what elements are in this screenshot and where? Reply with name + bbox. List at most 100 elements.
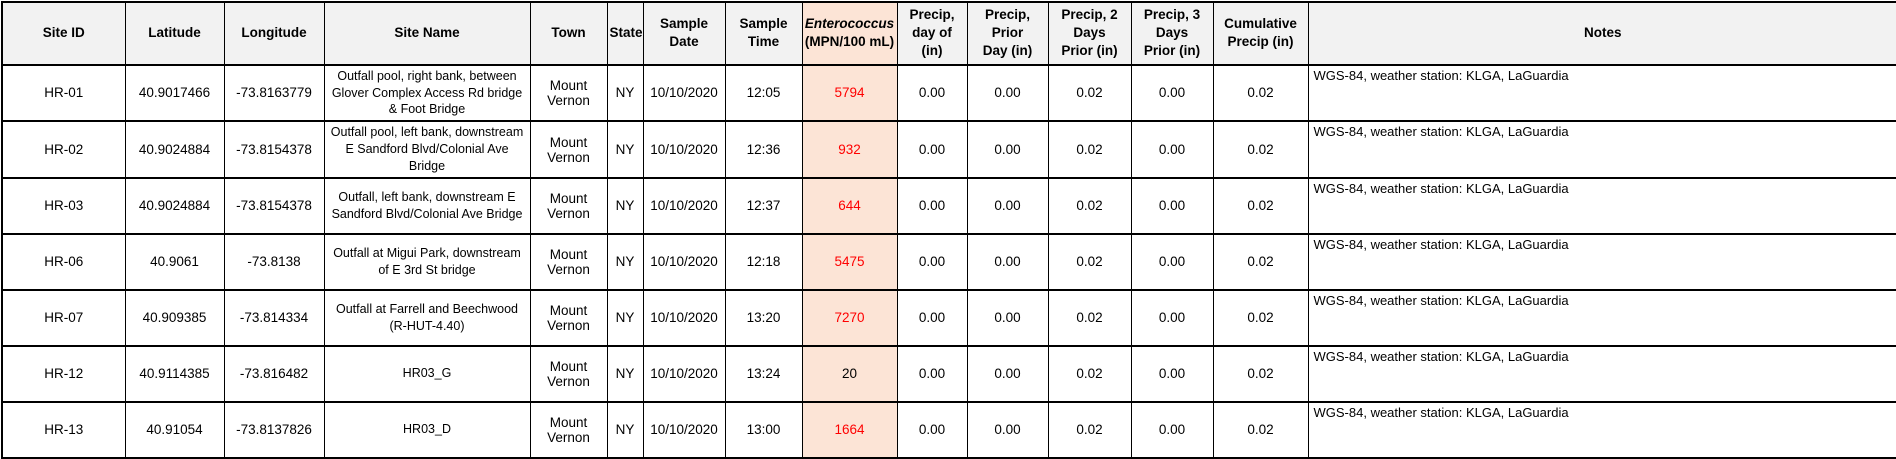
precip-3-days-label-line1: Precip, 3 Days [1143, 7, 1201, 41]
precip-day-of-label-line2: (in) [921, 43, 943, 59]
cell-state: NY [606, 344, 644, 403]
col-header-precip-3-days-prior: Precip, 3 Days Prior (in) [1130, 1, 1214, 66]
table-row: HR-12 40.9114385 -73.816482 HR03_G Mount… [1, 344, 1896, 403]
cell-site-id: HR-06 [1, 232, 126, 291]
cell-cumulative-precip: 0.02 [1212, 176, 1309, 235]
cell-site-id: HR-07 [1, 288, 126, 347]
table-row: HR-02 40.9024884 -73.8154378 Outfall poo… [1, 120, 1896, 179]
col-header-cumulative-precip: Cumulative Precip (in) [1212, 1, 1309, 66]
cell-precip-3-days-prior: 0.00 [1130, 400, 1214, 459]
cell-notes: WGS-84, weather station: KLGA, LaGuardia [1307, 63, 1896, 123]
cumulative-precip-label-line2: Precip (in) [1227, 34, 1294, 50]
cell-town: Mount Vernon [529, 400, 608, 459]
col-header-precip-day-of: Precip, day of (in) [896, 1, 968, 66]
cell-town: Mount Vernon [529, 120, 608, 179]
cell-longitude: -73.816482 [223, 344, 325, 403]
cell-sample-time: 12:36 [724, 120, 803, 179]
cell-precip-day-of: 0.00 [896, 120, 968, 179]
cell-enterococcus: 644 [801, 176, 898, 235]
table-row: HR-03 40.9024884 -73.8154378 Outfall, le… [1, 176, 1896, 235]
cell-precip-day-of: 0.00 [896, 344, 968, 403]
cell-notes: WGS-84, weather station: KLGA, LaGuardia [1307, 232, 1896, 291]
cell-latitude: 40.9024884 [124, 120, 225, 179]
cell-sample-date: 10/10/2020 [642, 120, 726, 179]
cell-enterococcus: 5794 [801, 63, 898, 123]
cell-sample-time: 12:18 [724, 232, 803, 291]
col-header-town: Town [529, 1, 608, 66]
cell-enterococcus: 7270 [801, 288, 898, 347]
cell-precip-2-days-prior: 0.02 [1047, 176, 1132, 235]
cell-town: Mount Vernon [529, 176, 608, 235]
cell-cumulative-precip: 0.02 [1212, 288, 1309, 347]
cell-notes: WGS-84, weather station: KLGA, LaGuardia [1307, 400, 1896, 459]
cell-longitude: -73.8154378 [223, 120, 325, 179]
precip-day-of-label-line1: Precip, day of [909, 7, 955, 41]
cell-precip-day-of: 0.00 [896, 400, 968, 459]
col-header-site-id: Site ID [1, 1, 126, 66]
cell-precip-2-days-prior: 0.02 [1047, 120, 1132, 179]
cell-precip-3-days-prior: 0.00 [1130, 176, 1214, 235]
cell-cumulative-precip: 0.02 [1212, 63, 1309, 123]
cell-site-name: Outfall pool, left bank, downstream E Sa… [323, 120, 531, 179]
cell-latitude: 40.91054 [124, 400, 225, 459]
cell-notes: WGS-84, weather station: KLGA, LaGuardia [1307, 344, 1896, 403]
cell-precip-3-days-prior: 0.00 [1130, 288, 1214, 347]
cell-precip-day-of: 0.00 [896, 176, 968, 235]
cell-latitude: 40.9114385 [124, 344, 225, 403]
enterococcus-label: Enterococcus [804, 16, 895, 32]
cell-enterococcus: 932 [801, 120, 898, 179]
cell-sample-date: 10/10/2020 [642, 63, 726, 123]
cell-site-id: HR-03 [1, 176, 126, 235]
cell-precip-3-days-prior: 0.00 [1130, 120, 1214, 179]
cell-town: Mount Vernon [529, 232, 608, 291]
cell-precip-3-days-prior: 0.00 [1130, 63, 1214, 123]
col-header-precip-prior-day: Precip, Prior Day (in) [966, 1, 1049, 66]
cell-cumulative-precip: 0.02 [1212, 400, 1309, 459]
cell-site-name: HR03_D [323, 400, 531, 459]
cell-precip-prior-day: 0.00 [966, 400, 1049, 459]
precip-3-days-label-line2: Prior (in) [1143, 43, 1201, 59]
table-row: HR-06 40.9061 -73.8138 Outfall at Migui … [1, 232, 1896, 291]
cell-town: Mount Vernon [529, 288, 608, 347]
cell-state: NY [606, 232, 644, 291]
cell-state: NY [606, 63, 644, 123]
cell-town: Mount Vernon [529, 63, 608, 123]
cell-sample-date: 10/10/2020 [642, 232, 726, 291]
cell-longitude: -73.8138 [223, 232, 325, 291]
cell-site-name: HR03_G [323, 344, 531, 403]
cell-precip-2-days-prior: 0.02 [1047, 400, 1132, 459]
cell-state: NY [606, 176, 644, 235]
header-row: Site ID Latitude Longitude Site Name Tow… [1, 1, 1896, 66]
cell-sample-date: 10/10/2020 [642, 288, 726, 347]
cell-latitude: 40.9061 [124, 232, 225, 291]
col-header-sample-date: Sample Date [642, 1, 726, 66]
cell-notes: WGS-84, weather station: KLGA, LaGuardia [1307, 120, 1896, 179]
cell-precip-2-days-prior: 0.02 [1047, 232, 1132, 291]
cell-cumulative-precip: 0.02 [1212, 344, 1309, 403]
cell-site-id: HR-02 [1, 120, 126, 179]
col-header-longitude: Longitude [223, 1, 325, 66]
cell-site-id: HR-01 [1, 63, 126, 123]
cell-site-id: HR-12 [1, 344, 126, 403]
cell-precip-day-of: 0.00 [896, 63, 968, 123]
cell-precip-3-days-prior: 0.00 [1130, 344, 1214, 403]
cell-latitude: 40.9017466 [124, 63, 225, 123]
cell-cumulative-precip: 0.02 [1212, 232, 1309, 291]
cell-precip-prior-day: 0.00 [966, 232, 1049, 291]
col-header-site-name: Site Name [323, 1, 531, 66]
cell-latitude: 40.9024884 [124, 176, 225, 235]
col-header-latitude: Latitude [124, 1, 225, 66]
cell-precip-2-days-prior: 0.02 [1047, 63, 1132, 123]
cell-longitude: -73.8163779 [223, 63, 325, 123]
cell-state: NY [606, 288, 644, 347]
cell-precip-3-days-prior: 0.00 [1130, 232, 1214, 291]
cell-precip-prior-day: 0.00 [966, 288, 1049, 347]
col-header-sample-time: Sample Time [724, 1, 803, 66]
cell-cumulative-precip: 0.02 [1212, 120, 1309, 179]
cell-site-name: Outfall pool, right bank, between Glover… [323, 63, 531, 123]
cell-site-name: Outfall at Migui Park, downstream of E 3… [323, 232, 531, 291]
table-row: HR-07 40.909385 -73.814334 Outfall at Fa… [1, 288, 1896, 347]
cell-site-id: HR-13 [1, 400, 126, 459]
cell-site-name: Outfall, left bank, downstream E Sandfor… [323, 176, 531, 235]
